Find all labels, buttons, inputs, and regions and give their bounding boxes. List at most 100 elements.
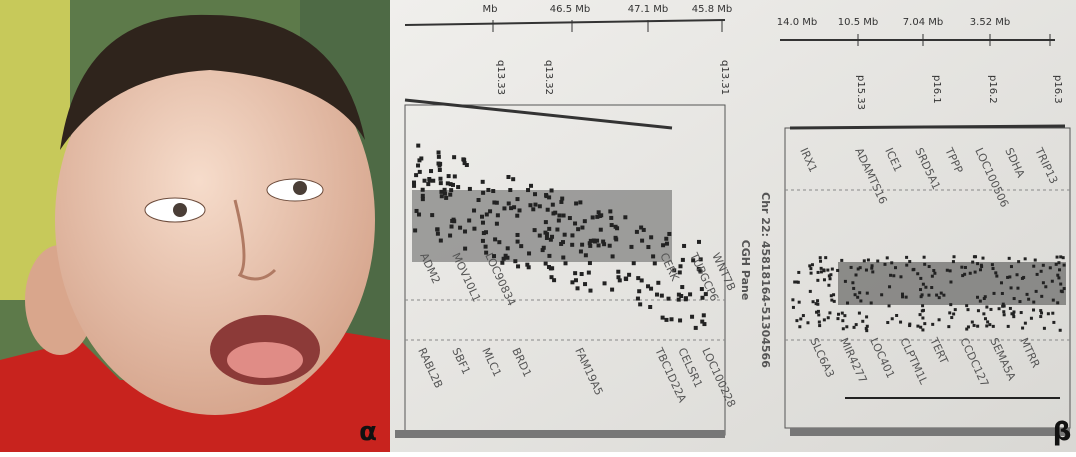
probe-dot bbox=[946, 269, 949, 272]
probe-dot bbox=[447, 174, 451, 178]
probe-dot bbox=[841, 319, 844, 322]
probe-dot bbox=[446, 181, 450, 185]
probe-dot bbox=[1032, 308, 1035, 311]
probe-dot bbox=[678, 318, 682, 322]
probe-dot bbox=[812, 300, 815, 303]
probe-dot bbox=[680, 285, 684, 289]
probe-dot bbox=[653, 261, 657, 265]
plot-label: 10.5 Mb bbox=[838, 17, 878, 28]
probe-dot bbox=[866, 292, 869, 295]
probe-dot bbox=[843, 314, 846, 317]
probe-dot bbox=[888, 285, 891, 288]
probe-dot bbox=[938, 296, 941, 299]
probe-dot bbox=[836, 317, 839, 320]
probe-dot bbox=[888, 304, 891, 307]
probe-dot bbox=[1047, 312, 1050, 315]
probe-dot bbox=[649, 235, 653, 239]
probe-dot bbox=[1040, 295, 1043, 298]
cgh-panel: CGH Pane Chr 22: 45818164-51304566 β bbox=[390, 0, 1076, 452]
probe-dot bbox=[923, 322, 926, 325]
probe-dot bbox=[905, 256, 908, 259]
probe-dot bbox=[1043, 327, 1046, 330]
probe-dot bbox=[667, 297, 671, 301]
probe-dot bbox=[912, 268, 915, 271]
probe-dot bbox=[1008, 257, 1011, 260]
probe-dot bbox=[595, 239, 599, 243]
probe-dot bbox=[497, 240, 501, 244]
probe-dot bbox=[795, 319, 798, 322]
probe-dot bbox=[472, 227, 476, 231]
probe-dot bbox=[976, 296, 979, 299]
probe-dot bbox=[481, 191, 485, 195]
probe-dot bbox=[969, 272, 972, 275]
probe-dot bbox=[667, 232, 671, 236]
probe-dot bbox=[555, 228, 559, 232]
probe-dot bbox=[547, 227, 551, 231]
probe-dot bbox=[977, 309, 980, 312]
probe-dot bbox=[697, 240, 701, 244]
probe-dot bbox=[810, 272, 813, 275]
probe-dot bbox=[583, 219, 587, 223]
probe-dot bbox=[437, 155, 441, 159]
probe-dot bbox=[421, 188, 425, 192]
probe-dot bbox=[1058, 268, 1061, 271]
probe-dot bbox=[416, 144, 420, 148]
probe-dot bbox=[1010, 286, 1013, 289]
probe-dot bbox=[952, 260, 955, 263]
probe-dot bbox=[550, 188, 554, 192]
probe-dot bbox=[823, 318, 826, 321]
probe-dot bbox=[438, 168, 442, 172]
probe-dot bbox=[1001, 305, 1004, 308]
probe-dot bbox=[919, 313, 922, 316]
plot-label: q13.32 bbox=[543, 60, 554, 95]
probe-dot bbox=[856, 296, 859, 299]
probe-dot bbox=[931, 323, 934, 326]
probe-dot bbox=[561, 256, 565, 260]
probe-dot bbox=[938, 318, 941, 321]
probe-dot bbox=[905, 264, 908, 267]
probe-dot bbox=[905, 296, 908, 299]
probe-dot bbox=[815, 311, 818, 314]
probe-dot bbox=[982, 312, 985, 315]
probe-dot bbox=[985, 324, 988, 327]
plot-label: p16.1 bbox=[931, 75, 942, 104]
probe-dot bbox=[463, 247, 467, 251]
probe-dot bbox=[544, 220, 548, 224]
probe-dot bbox=[855, 273, 858, 276]
probe-dot bbox=[533, 192, 537, 196]
probe-dot bbox=[453, 174, 457, 178]
probe-dot bbox=[702, 322, 706, 326]
probe-dot bbox=[1022, 276, 1025, 279]
probe-dot bbox=[883, 263, 886, 266]
probe-dot bbox=[439, 190, 443, 194]
probe-dot bbox=[568, 216, 572, 220]
probe-dot bbox=[564, 261, 568, 265]
probe-dot bbox=[971, 261, 974, 264]
plot-label: 45.8 Mb bbox=[692, 4, 732, 15]
probe-dot bbox=[808, 264, 811, 267]
probe-dot bbox=[865, 329, 868, 332]
probe-dot bbox=[1040, 270, 1043, 273]
probe-dot bbox=[924, 286, 927, 289]
probe-dot bbox=[486, 188, 490, 192]
probe-dot bbox=[694, 326, 698, 330]
probe-dot bbox=[421, 194, 425, 198]
probe-dot bbox=[700, 296, 704, 300]
probe-dot bbox=[816, 299, 819, 302]
probe-dot bbox=[823, 278, 826, 281]
probe-dot bbox=[632, 261, 636, 265]
probe-dot bbox=[423, 179, 427, 183]
probe-dot bbox=[637, 289, 641, 293]
probe-dot bbox=[967, 325, 970, 328]
probe-dot bbox=[922, 309, 925, 312]
probe-dot bbox=[580, 226, 584, 230]
probe-dot bbox=[1057, 261, 1060, 264]
probe-dot bbox=[989, 308, 992, 311]
probe-dot bbox=[515, 214, 519, 218]
probe-dot bbox=[981, 257, 984, 260]
probe-dot bbox=[966, 308, 969, 311]
probe-dot bbox=[655, 293, 659, 297]
probe-dot bbox=[550, 235, 554, 239]
probe-dot bbox=[599, 228, 603, 232]
probe-dot bbox=[861, 320, 864, 323]
